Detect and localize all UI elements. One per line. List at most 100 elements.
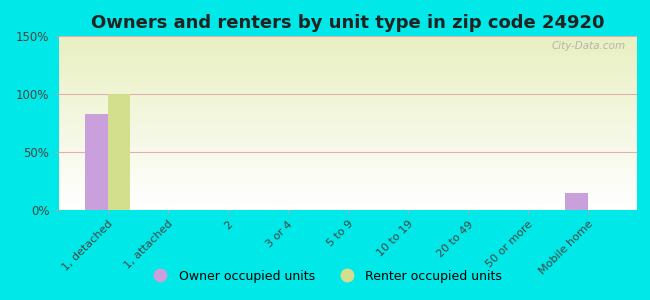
Bar bbox=[58, 106, 637, 107]
Bar bbox=[58, 165, 637, 167]
Bar bbox=[58, 144, 637, 146]
Bar bbox=[58, 43, 637, 45]
Bar bbox=[58, 50, 637, 52]
Bar bbox=[58, 161, 637, 163]
Bar bbox=[58, 134, 637, 135]
Bar bbox=[58, 153, 637, 154]
Bar bbox=[58, 125, 637, 127]
Bar bbox=[58, 170, 637, 172]
Bar bbox=[58, 156, 637, 158]
Legend: Owner occupied units, Renter occupied units: Owner occupied units, Renter occupied un… bbox=[143, 265, 507, 288]
Bar bbox=[58, 80, 637, 81]
Bar bbox=[58, 119, 637, 121]
Bar bbox=[58, 112, 637, 114]
Bar bbox=[58, 64, 637, 66]
Bar bbox=[58, 48, 637, 50]
Bar bbox=[58, 206, 637, 208]
Bar bbox=[58, 107, 637, 109]
Bar bbox=[58, 158, 637, 160]
Title: Owners and renters by unit type in zip code 24920: Owners and renters by unit type in zip c… bbox=[91, 14, 604, 32]
Bar bbox=[58, 179, 637, 180]
Bar bbox=[58, 135, 637, 137]
Bar bbox=[58, 173, 637, 175]
Bar bbox=[58, 130, 637, 132]
Bar bbox=[58, 86, 637, 88]
Bar bbox=[58, 83, 637, 85]
Bar bbox=[58, 123, 637, 125]
Bar bbox=[58, 116, 637, 118]
Bar bbox=[58, 182, 637, 184]
Bar bbox=[58, 92, 637, 93]
Bar bbox=[58, 201, 637, 203]
Bar bbox=[108, 94, 131, 210]
Bar bbox=[58, 58, 637, 60]
Bar bbox=[58, 167, 637, 168]
Bar bbox=[58, 100, 637, 102]
Bar bbox=[58, 99, 637, 100]
Bar bbox=[58, 180, 637, 182]
Bar bbox=[58, 73, 637, 74]
Bar bbox=[58, 189, 637, 191]
Bar bbox=[58, 93, 637, 95]
Bar bbox=[58, 184, 637, 186]
Bar bbox=[58, 175, 637, 177]
Bar bbox=[58, 137, 637, 139]
Bar bbox=[58, 205, 637, 206]
Bar bbox=[58, 127, 637, 128]
Bar bbox=[58, 53, 637, 55]
Bar bbox=[58, 142, 637, 144]
Bar bbox=[58, 71, 637, 73]
Bar bbox=[58, 191, 637, 193]
Bar bbox=[58, 193, 637, 194]
Bar bbox=[58, 208, 637, 210]
Bar bbox=[58, 76, 637, 78]
Bar bbox=[58, 109, 637, 111]
Bar bbox=[58, 97, 637, 99]
Bar bbox=[58, 177, 637, 179]
Bar bbox=[58, 203, 637, 205]
Bar bbox=[58, 186, 637, 188]
Text: City-Data.com: City-Data.com bbox=[551, 41, 625, 51]
Bar bbox=[58, 88, 637, 90]
Bar bbox=[58, 200, 637, 201]
Bar bbox=[58, 104, 637, 106]
Bar bbox=[58, 114, 637, 116]
Bar bbox=[58, 163, 637, 165]
Bar bbox=[58, 196, 637, 198]
Bar bbox=[58, 38, 637, 40]
Bar bbox=[58, 198, 637, 200]
Bar bbox=[58, 41, 637, 43]
Bar bbox=[58, 146, 637, 147]
Bar bbox=[58, 78, 637, 80]
Bar bbox=[58, 132, 637, 134]
Bar bbox=[58, 160, 637, 161]
Bar bbox=[58, 85, 637, 86]
Bar bbox=[58, 121, 637, 123]
Bar bbox=[58, 69, 637, 71]
Bar bbox=[58, 55, 637, 57]
Bar bbox=[58, 149, 637, 151]
Bar bbox=[58, 67, 637, 69]
Bar bbox=[58, 147, 637, 149]
Bar bbox=[58, 90, 637, 92]
Bar bbox=[58, 66, 637, 67]
Bar bbox=[565, 193, 588, 210]
Bar bbox=[58, 168, 637, 170]
Bar bbox=[58, 151, 637, 153]
Bar bbox=[58, 74, 637, 76]
Bar bbox=[84, 114, 108, 210]
Bar bbox=[58, 40, 637, 41]
Bar bbox=[58, 118, 637, 119]
Bar bbox=[58, 45, 637, 46]
Bar bbox=[58, 95, 637, 97]
Bar bbox=[58, 128, 637, 130]
Bar bbox=[58, 57, 637, 58]
Bar bbox=[58, 194, 637, 196]
Bar bbox=[58, 140, 637, 142]
Bar bbox=[58, 81, 637, 83]
Bar bbox=[58, 36, 637, 38]
Bar bbox=[58, 46, 637, 48]
Bar bbox=[58, 111, 637, 112]
Bar bbox=[58, 60, 637, 62]
Bar bbox=[58, 154, 637, 156]
